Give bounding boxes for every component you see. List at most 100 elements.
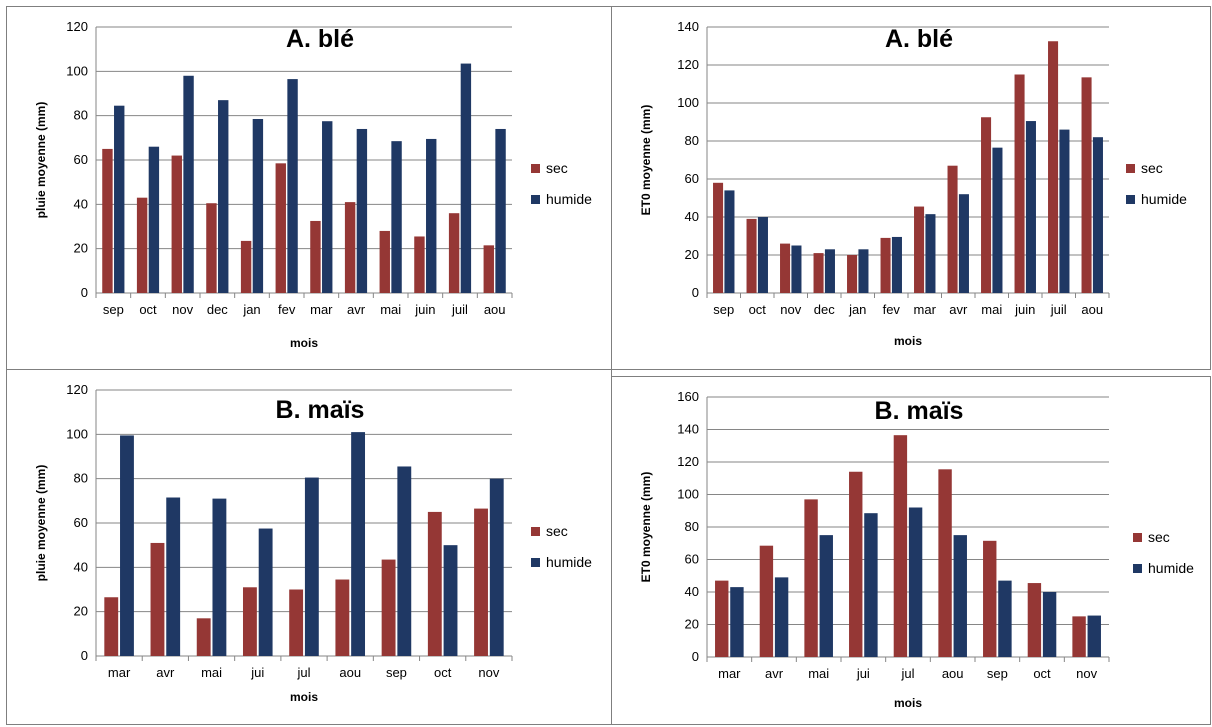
x-tick-label: nov [172, 302, 193, 317]
legend-label-sec: sec [1148, 529, 1170, 545]
x-tick-label: aou [1081, 302, 1103, 317]
x-tick-label: sep [103, 302, 124, 317]
bar-humide-mai [212, 498, 227, 656]
bar-sec-oct [136, 197, 148, 293]
x-tick-label: fev [278, 302, 296, 317]
bar-sec-fev [880, 237, 891, 293]
chart-b-mais-pluie: 0 20 40 60 80 100 120 mar avr mai jui jul aou sep oct n… [34, 382, 592, 704]
y-tick-label: 100 [66, 63, 88, 78]
bar-humide-oct [1042, 592, 1057, 657]
bar-sec-dec [206, 203, 217, 293]
x-tick-label: sep [713, 302, 734, 317]
bar-sec-sep [102, 148, 113, 293]
x-tick-label: avr [347, 302, 366, 317]
y-axis-label: ET0 moyenne (mm) [639, 105, 653, 216]
bar-sec-sep [381, 559, 396, 656]
legend-label-humide: humide [546, 191, 592, 207]
bar-humide-mar [120, 435, 134, 656]
x-tick-label: avr [949, 302, 968, 317]
x-tick-label: jui [250, 665, 264, 680]
bar-sec-jui [849, 471, 863, 657]
legend-label-humide: humide [1141, 191, 1187, 207]
bar-humide-nov [791, 245, 802, 293]
bar-humide-avr [958, 194, 969, 293]
legend: sec humide [1126, 160, 1187, 207]
bar-humide-aou [351, 432, 366, 656]
legend-label-sec: sec [546, 160, 568, 176]
plot-area: 0 20 40 60 80 100 120 140 160 mar avr mai jui jul aou s… [677, 389, 1110, 681]
y-tick-label: 60 [685, 171, 699, 186]
chart-title: A. blé [885, 25, 953, 53]
bar-humide-mar [730, 587, 744, 657]
chart-panel-a-ble-et0: 0 20 40 60 80 100 120 140 sep oct nov dec jan fev mar a… [611, 6, 1211, 370]
bar-sec-mai [804, 499, 818, 657]
y-tick-label: 140 [677, 19, 699, 34]
chart-title: B. maïs [276, 396, 365, 424]
x-tick-label: dec [207, 302, 228, 317]
bar-sec-mar [715, 580, 729, 657]
x-axis-label: mois [290, 690, 318, 704]
bar-humide-oct [757, 217, 768, 293]
x-tick-label: jul [900, 666, 914, 681]
legend-swatch-humide [531, 558, 540, 567]
bar-sec-nov [171, 155, 182, 293]
bar-humide-nov [183, 75, 194, 294]
x-tick-label: mai [380, 302, 401, 317]
y-tick-label: 100 [677, 487, 699, 502]
x-tick-label: mai [201, 665, 222, 680]
y-axis-label: pluie moyenne (mm) [34, 465, 48, 582]
legend-label-sec: sec [546, 523, 568, 539]
bar-humide-jul [908, 507, 923, 657]
y-tick-label: 120 [66, 19, 88, 34]
y-tick-label: 80 [74, 108, 88, 123]
x-tick-label: jan [242, 302, 260, 317]
y-tick-label: 0 [81, 648, 88, 663]
bar-sec-mar [310, 220, 321, 293]
bar-sec-fev [275, 163, 286, 293]
bar-sec-jui [242, 587, 257, 656]
y-tick-label: 120 [677, 57, 699, 72]
y-tick-label: 40 [685, 209, 699, 224]
bar-sec-jul [893, 435, 908, 657]
bar-humide-oct [148, 146, 160, 293]
legend: sec humide [1133, 529, 1194, 576]
bar-sec-juin [1014, 74, 1025, 293]
x-tick-label: juin [414, 302, 435, 317]
chart-b-mais-et0: 0 20 40 60 80 100 120 140 160 mar avr mai jui jul aou s… [639, 389, 1194, 710]
y-tick-label: 80 [74, 471, 88, 486]
chart-panel-b-mais-pluie: 0 20 40 60 80 100 120 mar avr mai jui jul aou sep oct n… [6, 369, 612, 725]
bar-humide-avr [356, 128, 368, 293]
legend-swatch-sec [531, 527, 540, 536]
x-tick-label: sep [386, 665, 407, 680]
bar-sec-juil [1048, 41, 1059, 293]
legend-swatch-humide [1126, 195, 1135, 204]
bar-humide-juil [460, 63, 472, 294]
y-tick-label: 0 [692, 285, 699, 300]
chart-panel-a-ble-pluie: 0 20 40 60 80 100 120 sep oct nov dec jan fev mar avr m… [6, 6, 612, 370]
x-tick-label: mar [310, 302, 333, 317]
y-tick-label: 60 [74, 152, 88, 167]
bar-humide-jan [858, 249, 869, 293]
bar-humide-mar [322, 121, 333, 293]
bar-humide-jul [304, 477, 319, 656]
x-axis-label: mois [894, 334, 922, 348]
legend-label-sec: sec [1141, 160, 1163, 176]
bar-humide-fev [287, 79, 298, 293]
x-tick-label: nov [1076, 666, 1097, 681]
bar-sec-oct [427, 511, 442, 656]
x-tick-label: juin [1014, 302, 1035, 317]
bar-humide-juin [426, 138, 437, 293]
plot-area: 0 20 40 60 80 100 120 mar avr mai jui jul aou sep oct n… [66, 382, 513, 680]
bar-sec-mar [104, 597, 119, 656]
bar-humide-juin [1025, 121, 1036, 293]
bar-sec-jan [240, 240, 252, 293]
x-tick-label: avr [156, 665, 175, 680]
bar-humide-aou [1092, 137, 1103, 293]
bar-humide-sep [724, 190, 735, 293]
x-tick-label: oct [434, 665, 452, 680]
y-tick-label: 60 [685, 552, 699, 567]
chart-title: B. maïs [875, 397, 964, 425]
y-tick-label: 100 [677, 95, 699, 110]
